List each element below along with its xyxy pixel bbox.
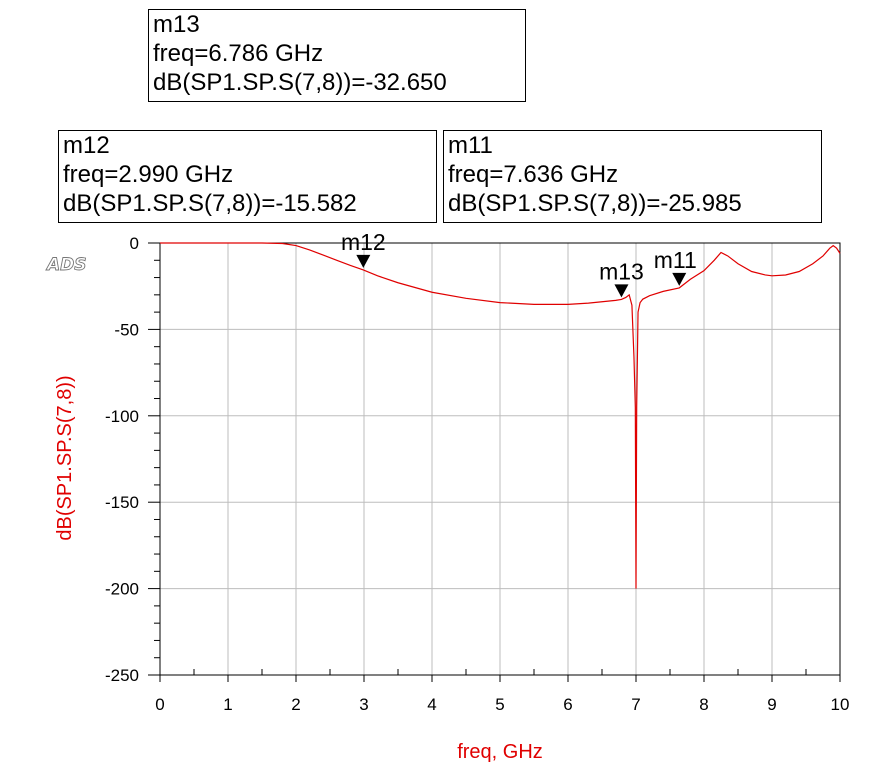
y-axis-label: dB(SP1.SP.S(7,8)) [54, 375, 76, 540]
x-tick-label: 4 [427, 695, 436, 714]
x-tick-label: 1 [223, 695, 232, 714]
y-tick-label: -250 [105, 666, 139, 685]
marker-box-m12: m12 freq=2.990 GHz dB(SP1.SP.S(7,8))=-15… [58, 130, 437, 223]
marker-triangle-m12 [356, 254, 371, 268]
x-tick-label: 5 [495, 695, 504, 714]
marker-label-m13: m13 [599, 258, 644, 284]
marker-box-m13: m13 freq=6.786 GHz dB(SP1.SP.S(7,8))=-32… [148, 9, 526, 102]
marker-freq: freq=6.786 GHz [153, 40, 324, 67]
x-tick-label: 3 [359, 695, 368, 714]
x-axis-label: freq, GHz [457, 741, 543, 763]
series-line [160, 242, 841, 589]
ads-logo: ADS [45, 255, 87, 275]
marker-name: m12 [63, 132, 110, 159]
y-tick-label: -50 [114, 320, 139, 339]
x-tick-labels: 0 1 2 3 4 5 6 7 8 9 10 [155, 695, 849, 714]
marker-value: dB(SP1.SP.S(7,8))=-32.650 [153, 69, 447, 96]
grid [160, 243, 840, 675]
y-tick-label: -200 [105, 580, 139, 599]
minor-ticks [148, 242, 841, 682]
y-tick-label: 0 [130, 234, 139, 253]
marker-glyphs: m13 m12 m11 [341, 229, 697, 298]
marker-label-m11: m11 [654, 247, 697, 273]
marker-name: m11 [448, 132, 493, 159]
x-tick-label: 0 [155, 695, 164, 714]
marker-value: dB(SP1.SP.S(7,8))=-15.582 [63, 190, 357, 217]
x-tick-label: 7 [631, 695, 640, 714]
marker-triangle-m11 [672, 272, 687, 286]
marker-name: m13 [153, 11, 200, 38]
x-tick-label: 6 [563, 695, 572, 714]
y-tick-label: -150 [105, 493, 139, 512]
marker-freq: freq=7.636 GHz [448, 161, 619, 188]
plot-frame [159, 242, 841, 676]
marker-label-m12: m12 [341, 229, 386, 255]
marker-value: dB(SP1.SP.S(7,8))=-25.985 [448, 190, 742, 217]
x-tick-label: 2 [291, 695, 300, 714]
y-tick-labels: 0 -50 -100 -150 -200 -250 [105, 234, 139, 685]
x-tick-label: 10 [831, 695, 850, 714]
marker-triangle-m13 [614, 284, 629, 298]
marker-box-m11: m11 freq=7.636 GHz dB(SP1.SP.S(7,8))=-25… [443, 130, 822, 223]
y-tick-label: -100 [105, 407, 139, 426]
x-tick-label: 9 [767, 695, 776, 714]
marker-freq: freq=2.990 GHz [63, 161, 234, 188]
x-tick-label: 8 [699, 695, 708, 714]
